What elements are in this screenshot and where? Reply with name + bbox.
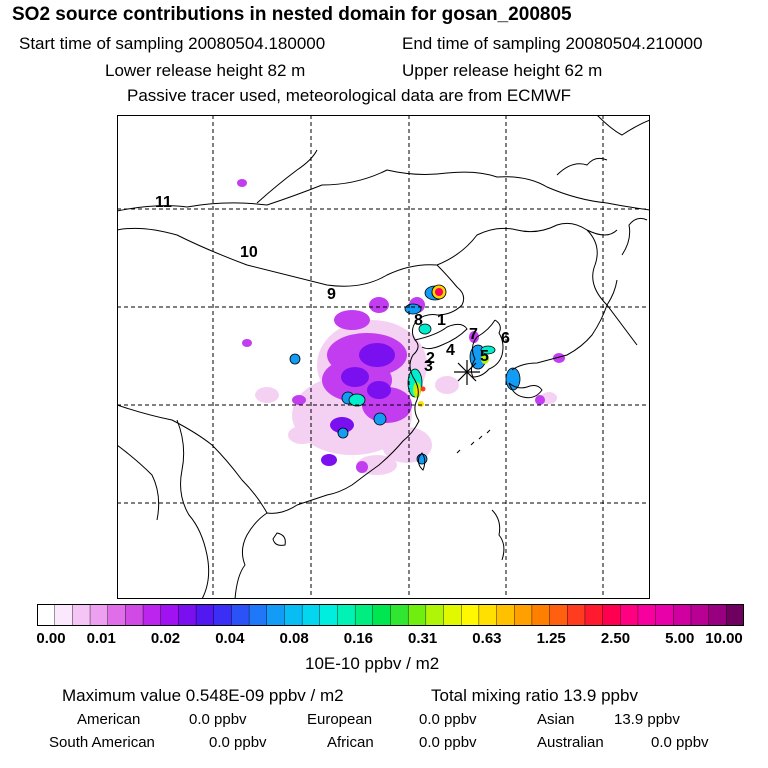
colorbar-cell bbox=[89, 604, 109, 626]
colorbar-cell bbox=[266, 604, 286, 626]
colorbar-cell bbox=[602, 604, 621, 626]
colorbar-tick-label: 0.04 bbox=[215, 630, 245, 647]
maximum-value: Maximum value 0.548E-09 ppbv / m2 bbox=[62, 686, 344, 705]
colorbar-cell bbox=[584, 604, 604, 626]
colorbar-tick-label: 10.00 bbox=[705, 630, 743, 647]
colorbar-tick-label: 1.25 bbox=[536, 630, 566, 647]
colorbar-cell bbox=[178, 604, 197, 626]
colorbar bbox=[37, 604, 744, 626]
colorbar-cell bbox=[425, 604, 445, 626]
colorbar-tick-label: 0.08 bbox=[279, 630, 309, 647]
colorbar-tick-label: 0.16 bbox=[343, 630, 373, 647]
colorbar-cell bbox=[37, 604, 56, 626]
colorbar-cell bbox=[160, 604, 180, 626]
region-value-asian: 13.9 ppbv bbox=[614, 711, 680, 728]
colorbar-cell bbox=[531, 604, 551, 626]
region-label-4: 4 bbox=[446, 342, 455, 359]
region-label-3: 3 bbox=[424, 358, 433, 375]
receptor-marker bbox=[454, 360, 480, 385]
colorbar-cell bbox=[142, 604, 162, 626]
region-label-8: 8 bbox=[414, 312, 423, 329]
colorbar-cell bbox=[319, 604, 339, 626]
page-title: SO2 source contributions in nested domai… bbox=[12, 4, 572, 25]
region-value-south-american: 0.0 ppbv bbox=[209, 734, 267, 751]
colorbar-units: 10E-10 ppbv / m2 bbox=[305, 654, 440, 673]
colorbar-cell bbox=[390, 604, 409, 626]
start-time-label: Start time of sampling 20080504.180000 bbox=[19, 34, 326, 53]
colorbar-cell bbox=[726, 604, 744, 626]
region-name-american: American bbox=[77, 711, 141, 728]
colorbar-cell bbox=[107, 604, 127, 626]
upper-release-label: Upper release height 62 m bbox=[402, 61, 603, 80]
region-label-1: 1 bbox=[437, 312, 446, 329]
colorbar-cell bbox=[478, 604, 498, 626]
colorbar-cell bbox=[248, 604, 268, 626]
colorbar-cell bbox=[655, 604, 675, 626]
colorbar-cell bbox=[72, 604, 91, 626]
region-value-american: 0.0 ppbv bbox=[189, 711, 247, 728]
region-name-african: African bbox=[327, 734, 374, 751]
colorbar-tick-label: 0.63 bbox=[472, 630, 502, 647]
total-mixing-ratio: Total mixing ratio 13.9 ppbv bbox=[431, 686, 638, 705]
colorbar-cell bbox=[443, 604, 462, 626]
colorbar-cell bbox=[567, 604, 586, 626]
colorbar-tick-label: 0.31 bbox=[408, 630, 438, 647]
colorbar-cell bbox=[514, 604, 533, 626]
source-contribution-map: 1 2 3 4 5 6 7 8 9 10 11 bbox=[117, 115, 650, 599]
region-name-south-american: South American bbox=[49, 734, 155, 751]
colorbar-tick-label: 0.00 bbox=[36, 630, 66, 647]
region-name-asian: Asian bbox=[537, 711, 575, 728]
region-name-australian: Australian bbox=[537, 734, 604, 751]
region-label-9: 9 bbox=[327, 286, 336, 303]
colorbar-tick-label: 2.50 bbox=[600, 630, 631, 647]
colorbar-tick-label: 0.02 bbox=[150, 630, 181, 647]
colorbar-cell bbox=[301, 604, 321, 626]
graticule bbox=[117, 115, 650, 599]
region-label-6: 6 bbox=[501, 330, 510, 347]
colorbar-cell bbox=[337, 604, 356, 626]
region-label-11: 11 bbox=[155, 194, 172, 211]
coastlines bbox=[117, 115, 650, 599]
colorbar-cell bbox=[708, 604, 728, 626]
region-label-10: 10 bbox=[240, 244, 258, 261]
colorbar-cell bbox=[620, 604, 639, 626]
colorbar-cell bbox=[125, 604, 144, 626]
colorbar-cell bbox=[372, 604, 392, 626]
colorbar-cell bbox=[637, 604, 657, 626]
region-value-australian: 0.0 ppbv bbox=[651, 734, 709, 751]
colorbar-cell bbox=[284, 604, 303, 626]
colorbar-cell bbox=[407, 604, 427, 626]
colorbar-cell bbox=[673, 604, 692, 626]
colorbar-cell bbox=[54, 604, 74, 626]
colorbar-tick-label: 0.01 bbox=[86, 630, 116, 647]
region-name-european: European bbox=[307, 711, 373, 728]
colorbar-cell bbox=[354, 604, 374, 626]
colorbar-cell bbox=[690, 604, 710, 626]
region-value-european: 0.0 ppbv bbox=[419, 711, 477, 728]
region-label-2: 2 bbox=[426, 350, 435, 367]
colorbar-cell bbox=[496, 604, 515, 626]
region-label-7: 7 bbox=[469, 326, 478, 343]
colorbar-cell bbox=[549, 604, 568, 626]
colorbar-cell bbox=[231, 604, 250, 626]
colorbar-cell bbox=[213, 604, 233, 626]
region-value-african: 0.0 ppbv bbox=[419, 734, 477, 751]
region-label-5: 5 bbox=[480, 348, 489, 365]
lower-release-label: Lower release height 82 m bbox=[105, 61, 306, 80]
subtitle: Passive tracer used, meteorological data… bbox=[127, 86, 572, 105]
colorbar-tick-label: 5.00 bbox=[665, 630, 695, 647]
end-time-label: End time of sampling 20080504.210000 bbox=[402, 34, 703, 53]
colorbar-cell bbox=[461, 604, 480, 626]
colorbar-cell bbox=[195, 604, 215, 626]
